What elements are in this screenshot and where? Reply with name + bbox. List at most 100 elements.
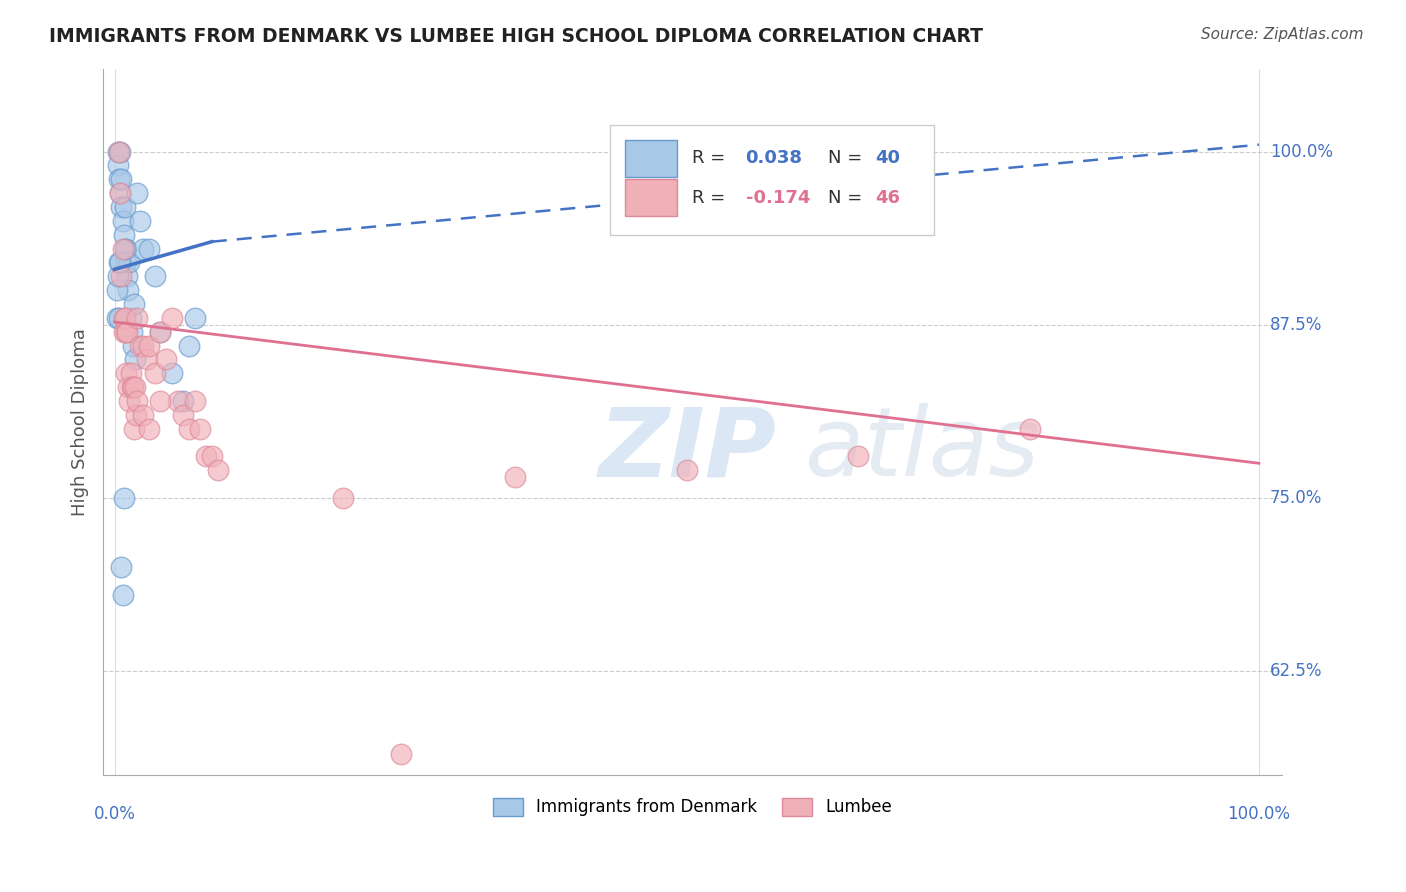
Point [118, 255, 141, 269]
Point [112, 227, 135, 242]
Point [155, 352, 177, 367]
Text: -0.174: -0.174 [745, 189, 810, 207]
Point [149, 325, 172, 339]
Point [107, 145, 129, 159]
Point [177, 338, 200, 352]
Text: 40: 40 [875, 149, 900, 167]
Text: ZIP: ZIP [598, 403, 776, 497]
Point [108, 255, 131, 269]
Point [138, 422, 160, 436]
Point [122, 297, 145, 311]
Text: 0.0%: 0.0% [94, 805, 135, 823]
Point [115, 255, 138, 269]
Point [132, 338, 155, 352]
Point [111, 242, 134, 256]
Point [105, 283, 128, 297]
Point [143, 366, 166, 380]
Text: N =: N = [828, 149, 868, 167]
Text: 75.0%: 75.0% [1270, 489, 1323, 507]
Point [121, 380, 143, 394]
Point [503, 470, 526, 484]
Point [160, 310, 183, 325]
Point [120, 310, 142, 325]
Point [195, 450, 218, 464]
Point [117, 283, 139, 297]
Text: Source: ZipAtlas.com: Source: ZipAtlas.com [1201, 27, 1364, 42]
Point [111, 214, 134, 228]
Point [121, 325, 143, 339]
Text: atlas: atlas [804, 403, 1039, 497]
Point [108, 310, 131, 325]
Point [149, 393, 172, 408]
Text: 62.5%: 62.5% [1270, 662, 1323, 680]
FancyBboxPatch shape [610, 125, 934, 235]
Point [108, 172, 131, 186]
Point [114, 242, 136, 256]
Point [207, 463, 229, 477]
Legend: Immigrants from Denmark, Lumbee: Immigrants from Denmark, Lumbee [486, 791, 898, 823]
Point [118, 393, 141, 408]
Point [675, 463, 697, 477]
Point [110, 560, 132, 574]
Point [160, 366, 183, 380]
Point [112, 310, 135, 325]
Point [120, 366, 142, 380]
Point [115, 366, 138, 380]
Text: 100.0%: 100.0% [1227, 805, 1291, 823]
Point [124, 380, 146, 394]
Text: N =: N = [828, 189, 868, 207]
Point [117, 380, 139, 394]
Point [1019, 422, 1042, 436]
Point [110, 255, 132, 269]
Point [128, 214, 150, 228]
Point [138, 338, 160, 352]
FancyBboxPatch shape [626, 179, 678, 216]
Point [110, 145, 132, 159]
Text: 46: 46 [875, 189, 900, 207]
Point [110, 200, 132, 214]
Point [107, 159, 129, 173]
Text: 87.5%: 87.5% [1270, 316, 1323, 334]
Text: IMMIGRANTS FROM DENMARK VS LUMBEE HIGH SCHOOL DIPLOMA CORRELATION CHART: IMMIGRANTS FROM DENMARK VS LUMBEE HIGH S… [49, 27, 983, 45]
Point [132, 408, 155, 422]
Point [166, 393, 188, 408]
Point [110, 172, 132, 186]
Point [127, 310, 149, 325]
Point [149, 325, 172, 339]
Point [128, 338, 150, 352]
Point [132, 242, 155, 256]
Point [115, 325, 138, 339]
Point [138, 242, 160, 256]
Point [105, 310, 128, 325]
Point [121, 781, 143, 796]
Point [108, 145, 131, 159]
Point [127, 393, 149, 408]
Point [115, 242, 138, 256]
Point [114, 310, 136, 325]
Text: 100.0%: 100.0% [1270, 143, 1333, 161]
Point [114, 200, 136, 214]
FancyBboxPatch shape [626, 140, 678, 177]
Point [332, 491, 354, 505]
Point [122, 422, 145, 436]
Point [115, 325, 138, 339]
Point [107, 269, 129, 284]
Point [135, 352, 157, 367]
Point [143, 269, 166, 284]
Point [110, 186, 132, 201]
Text: 0.038: 0.038 [745, 149, 803, 167]
Point [110, 269, 132, 284]
Point [389, 747, 412, 761]
Point [127, 186, 149, 201]
Point [112, 325, 135, 339]
Point [172, 393, 194, 408]
Point [172, 408, 194, 422]
Point [111, 588, 134, 602]
Point [183, 393, 205, 408]
Point [110, 186, 132, 201]
Point [848, 450, 870, 464]
Point [183, 310, 205, 325]
Point [122, 380, 145, 394]
Point [115, 269, 138, 284]
Y-axis label: High School Diploma: High School Diploma [72, 327, 89, 516]
